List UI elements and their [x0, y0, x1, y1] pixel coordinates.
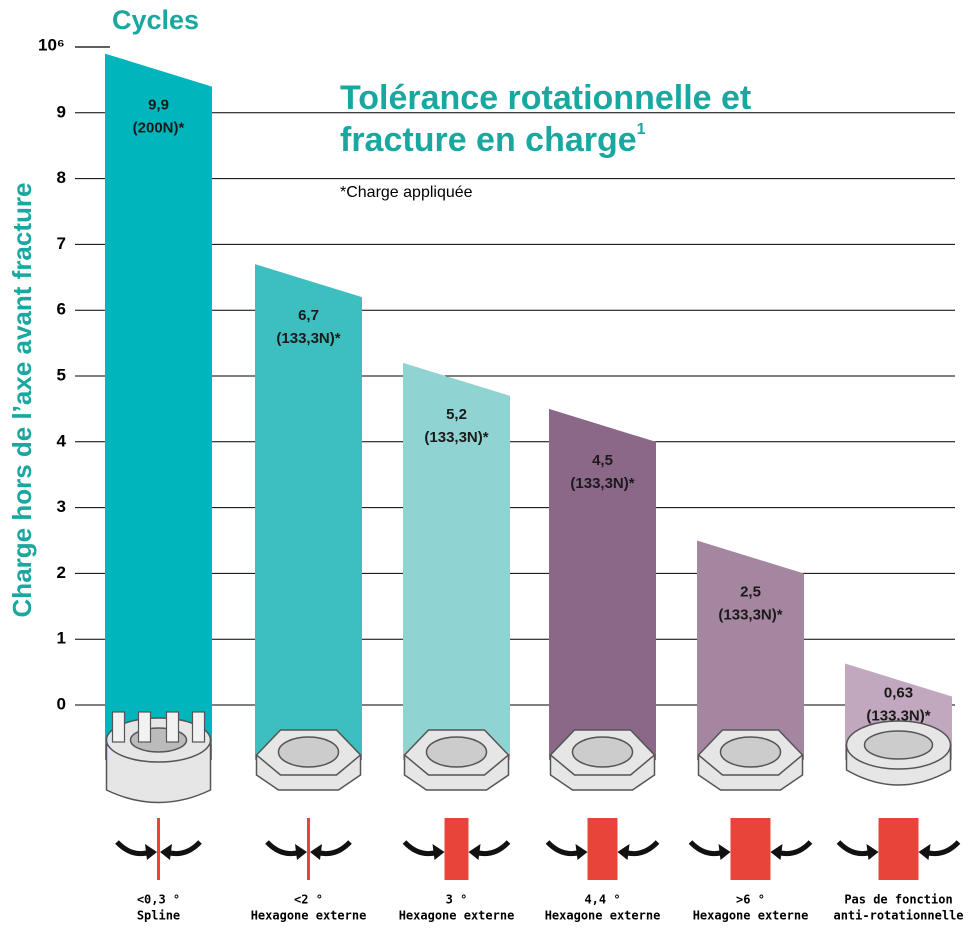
y-tick-label: 2 [57, 563, 66, 582]
nut-slot [191, 711, 206, 743]
y-tick-label: 3 [57, 497, 66, 516]
title-note: 1 [637, 121, 646, 138]
x-tick-description: anti-rotationnelle [833, 909, 963, 923]
nut-hole [277, 736, 340, 768]
nut-icon [697, 729, 804, 791]
arrowhead-left [866, 844, 879, 860]
x-tick-label: <2 ° [294, 893, 323, 907]
title-text: fracture en charge [340, 121, 637, 159]
tolerance-bar [444, 818, 469, 880]
y-tick-label: 5 [57, 365, 66, 384]
nut-slot [137, 711, 152, 743]
bar [255, 264, 362, 760]
arrowhead-left [432, 844, 445, 860]
nut-hole [571, 736, 634, 768]
y-tick-label: 7 [57, 234, 66, 253]
arrowhead-left [718, 844, 731, 860]
subtitle: *Charge appliquée [340, 184, 473, 201]
x-tick-label: <0,3 ° [137, 893, 180, 907]
value-label: 0,63 [884, 685, 913, 702]
value-label: 5,2 [446, 406, 467, 423]
value-label: 9,9 [148, 97, 169, 114]
y-tick-label: 8 [57, 168, 66, 187]
y-axis-label: Charge hors de l’axe avant fracture [7, 183, 37, 618]
unit-label: 10⁶ [38, 35, 65, 54]
load-label: (133,3N)* [866, 708, 930, 725]
arrowhead-left [575, 844, 588, 860]
y-tick-label: 9 [57, 102, 66, 121]
tolerance-bar [730, 818, 771, 880]
y-tick-label: 6 [57, 300, 66, 319]
arrowhead-right [617, 844, 630, 860]
nut-hole [425, 736, 488, 768]
load-label: (200N)* [133, 120, 185, 137]
bar [549, 408, 656, 760]
arrowhead-left [295, 844, 307, 860]
x-tick-label: 3 ° [446, 893, 468, 907]
arrowhead-right [468, 844, 481, 860]
x-tick-description: Spline [137, 909, 180, 923]
x-tick-description: Hexagone externe [251, 909, 367, 923]
x-tick-label: 4,4 ° [584, 893, 620, 907]
tolerance-bar [307, 818, 310, 880]
value-label: 2,5 [740, 583, 761, 600]
load-label: (133,3N)* [276, 330, 340, 347]
nut-icon [403, 729, 510, 791]
arrowhead-right [770, 844, 783, 860]
tolerance-bar [157, 818, 160, 880]
x-tick-label: >6 ° [736, 893, 765, 907]
value-label: 4,5 [592, 452, 613, 469]
load-label: (133,3N)* [570, 475, 634, 492]
tolerance-bar [878, 818, 919, 880]
nut-slot [165, 711, 180, 743]
nut-hole [719, 736, 782, 768]
load-label: (133,3N)* [424, 429, 488, 446]
y-tick-label: 4 [57, 431, 67, 450]
title-line: Tolérance rotationnelle et [340, 79, 751, 117]
bar [105, 53, 212, 760]
arrowhead-right [310, 844, 322, 860]
x-tick-description: Hexagone externe [693, 909, 809, 923]
load-label: (133,3N)* [718, 606, 782, 623]
value-label: 6,7 [298, 307, 319, 324]
x-tick-description: Hexagone externe [545, 909, 661, 923]
nut-icon [549, 729, 656, 791]
y-tick-label: 0 [57, 694, 66, 713]
x-tick-label: Pas de fonction [844, 893, 952, 907]
arrowhead-right [918, 844, 931, 860]
title-line: fracture en charge1 [340, 121, 646, 159]
bar [697, 540, 804, 760]
nut-icon [255, 729, 362, 791]
nut-hole [863, 730, 934, 760]
nut-icon [105, 711, 212, 804]
x-tick-description: Hexagone externe [399, 909, 515, 923]
y-tick-label: 1 [57, 629, 66, 648]
bar [403, 362, 510, 760]
nut-icon [845, 720, 952, 786]
arrowhead-left [145, 844, 157, 860]
tolerance-bar [587, 818, 618, 880]
nut-slot [111, 711, 126, 743]
arrowhead-right [160, 844, 172, 860]
unit-title: Cycles [112, 5, 199, 35]
